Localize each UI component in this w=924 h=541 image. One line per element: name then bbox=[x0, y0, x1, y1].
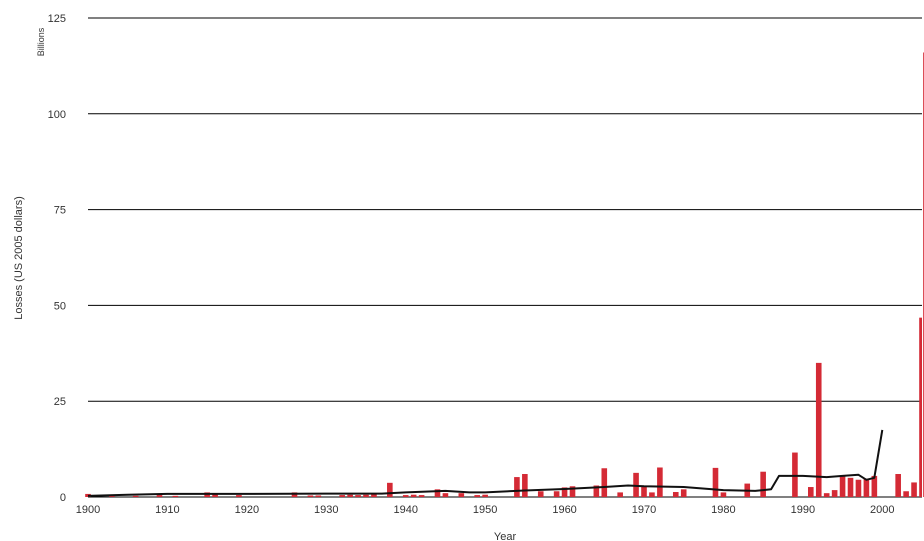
bar bbox=[109, 495, 115, 497]
bar bbox=[808, 487, 814, 497]
bar bbox=[863, 478, 870, 497]
x-tick-label: 1900 bbox=[76, 504, 100, 516]
bar bbox=[601, 468, 608, 497]
x-tick-label: 1970 bbox=[632, 504, 656, 516]
trend-line bbox=[87, 429, 884, 497]
x-tick-label: 1950 bbox=[473, 504, 497, 516]
bar bbox=[903, 491, 909, 497]
bar bbox=[641, 485, 647, 497]
bar bbox=[839, 475, 846, 497]
bar bbox=[847, 477, 854, 497]
bar bbox=[387, 482, 393, 497]
bar bbox=[339, 495, 345, 497]
bar bbox=[458, 493, 465, 497]
x-tick-label: 1910 bbox=[155, 504, 179, 516]
bar bbox=[402, 495, 409, 497]
bar bbox=[363, 494, 369, 497]
bar bbox=[482, 494, 488, 497]
x-tick-label: 1940 bbox=[393, 504, 417, 516]
bar bbox=[720, 492, 727, 497]
bar bbox=[855, 479, 862, 497]
bar bbox=[212, 493, 218, 497]
bar bbox=[919, 317, 922, 497]
bar bbox=[522, 474, 528, 497]
bar bbox=[561, 487, 568, 497]
y-tick-label: 125 bbox=[48, 13, 66, 25]
y-axis-label: Losses (US 2005 dollars) bbox=[13, 196, 25, 320]
bar bbox=[895, 474, 901, 497]
y-tick-label: 100 bbox=[48, 109, 66, 121]
bar bbox=[617, 492, 623, 497]
bar bbox=[537, 491, 544, 497]
bar bbox=[760, 471, 766, 497]
bar bbox=[371, 494, 377, 497]
line-series bbox=[87, 429, 884, 497]
bar bbox=[307, 495, 314, 497]
bar bbox=[649, 492, 655, 497]
bar bbox=[236, 495, 242, 497]
x-tick-label: 2000 bbox=[870, 504, 894, 516]
bar bbox=[347, 494, 353, 497]
y-tick-label: 25 bbox=[54, 396, 66, 408]
tick-labels: 0 25 50 75 100 125 1900 1910 1920 1930 1940 1950 196… bbox=[48, 13, 895, 516]
bar bbox=[680, 489, 687, 497]
units-label: Billions bbox=[36, 27, 46, 56]
bar-series bbox=[85, 52, 924, 497]
bar bbox=[156, 495, 163, 497]
y-tick-label: 75 bbox=[54, 205, 66, 217]
grid-lines bbox=[88, 17, 922, 498]
x-tick-label: 1930 bbox=[314, 504, 338, 516]
bar bbox=[672, 492, 679, 497]
bar bbox=[657, 467, 663, 497]
bar bbox=[172, 495, 179, 497]
x-tick-label: 1960 bbox=[552, 504, 576, 516]
bar bbox=[442, 493, 449, 497]
bar bbox=[474, 495, 480, 497]
x-tick-label: 1990 bbox=[791, 504, 815, 516]
bar bbox=[418, 495, 425, 497]
bar bbox=[831, 490, 838, 497]
y-tick-label: 50 bbox=[54, 300, 66, 312]
x-tick-label: 1920 bbox=[235, 504, 259, 516]
bar bbox=[410, 494, 417, 497]
bar bbox=[593, 485, 600, 497]
x-tick-label: 1980 bbox=[711, 504, 735, 516]
y-tick-label: 0 bbox=[60, 492, 66, 504]
bar bbox=[355, 495, 361, 497]
bar bbox=[911, 482, 917, 497]
bar bbox=[553, 491, 560, 497]
bar bbox=[712, 467, 719, 497]
x-axis-label: Year bbox=[494, 531, 517, 541]
bar bbox=[569, 486, 576, 497]
bar bbox=[514, 477, 520, 497]
bar bbox=[434, 489, 441, 497]
bar bbox=[792, 452, 798, 497]
bar bbox=[132, 495, 139, 497]
bar bbox=[823, 493, 830, 497]
bar bbox=[815, 362, 822, 497]
bar bbox=[871, 475, 878, 497]
bar bbox=[315, 495, 322, 497]
